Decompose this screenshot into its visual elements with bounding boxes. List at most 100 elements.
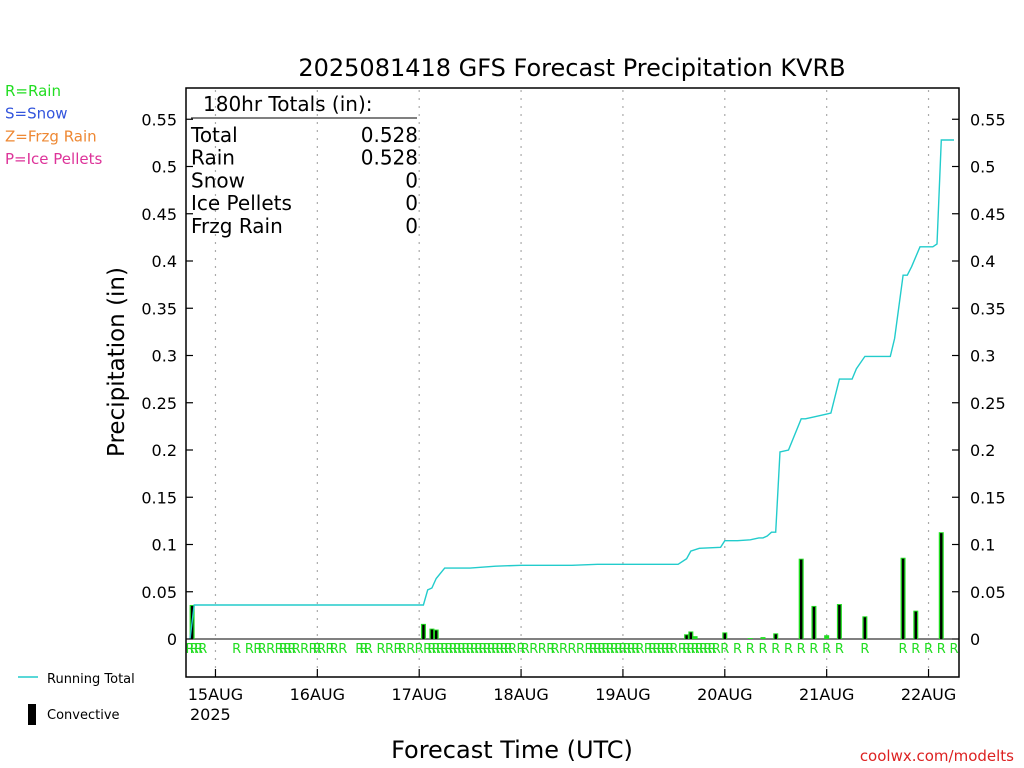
- x-tick-label-1: 16AUG: [290, 685, 345, 704]
- ptype-mark-12: R: [287, 642, 296, 657]
- ptype-mark-90: R: [733, 642, 742, 657]
- ptype-mark-68: R: [618, 642, 627, 657]
- y-tick-label-right-7: 0.35: [970, 299, 1006, 318]
- ptype-mark-57: R: [559, 642, 568, 657]
- x-tick-label-3: 18AUG: [493, 685, 548, 704]
- ptype-mark-63: R: [597, 642, 606, 657]
- ptype-mark-102: R: [924, 642, 933, 657]
- ptype-mark-61: R: [589, 642, 598, 657]
- ptype-mark-92: R: [758, 642, 767, 657]
- year-label: 2025: [190, 705, 231, 724]
- ptype-mark-2: R: [194, 642, 203, 657]
- ptype-mark-59: R: [576, 642, 585, 657]
- convective-bar-13: [914, 611, 917, 639]
- ptype-mark-0: R: [185, 642, 194, 657]
- ptype-mark-55: R: [546, 642, 555, 657]
- y-axis-right: 0 0.05 0.1 0.15 0.2 0.25 0.3 0.35 0.4 0.45 0.5 0.55: [952, 110, 1006, 649]
- totals-label-4: Frzg Rain: [191, 214, 283, 238]
- ptype-mark-42: R: [474, 642, 483, 657]
- ptype-mark-98: R: [835, 642, 844, 657]
- y-tick-label-right-5: 0.25: [970, 394, 1006, 413]
- ptype-mark-14: R: [300, 642, 309, 657]
- ptype-mark-58: R: [567, 642, 576, 657]
- ptype-mark-8: R: [266, 642, 275, 657]
- ptype-mark-22: R: [359, 642, 368, 657]
- y-tick-label-right-2: 0.1: [970, 536, 995, 555]
- x-axis: 15AUG 16AUG 17AUG 18AUG 19AUG 20AUG 21AUG 22AUG: [188, 669, 956, 704]
- ptype-legend-item-0: R=Rain: [5, 82, 61, 100]
- convective-bar-9: [812, 606, 816, 639]
- ptype-mark-34: R: [440, 642, 449, 657]
- y-tick-label-right-11: 0.55: [970, 110, 1006, 129]
- y-tick-label-left-10: 0.5: [152, 158, 177, 177]
- y-tick-label-left-8: 0.4: [152, 252, 177, 271]
- ptype-mark-28: R: [406, 642, 415, 657]
- x-axis-label: Forecast Time (UTC): [391, 736, 633, 764]
- y-tick-label-left-9: 0.45: [141, 205, 177, 224]
- ptype-mark-71: R: [631, 642, 640, 657]
- ptype-mark-46: R: [491, 642, 500, 657]
- x-tick-label-7: 22AUG: [901, 685, 956, 704]
- ptype-legend-item-3: P=Ice Pellets: [5, 150, 102, 168]
- totals-header: 180hr Totals (in):: [203, 92, 373, 116]
- ptype-mark-3: R: [198, 642, 207, 657]
- y-tick-label-left-11: 0.55: [141, 110, 177, 129]
- convective-bar-3: [434, 630, 438, 639]
- convective-bar-2: [430, 629, 434, 639]
- x-tick-label-0: 15AUG: [188, 685, 243, 704]
- convective-bar-12: [901, 558, 905, 639]
- ptype-mark-76: R: [657, 642, 666, 657]
- ptype-mark-60: R: [584, 642, 593, 657]
- y-tick-label-right-1: 0.05: [970, 583, 1006, 602]
- totals-value-2: 0: [405, 168, 418, 192]
- ptype-mark-56: R: [550, 642, 559, 657]
- ptype-mark-101: R: [911, 642, 920, 657]
- ptype-mark-21: R: [355, 642, 364, 657]
- ptype-mark-78: R: [665, 642, 674, 657]
- legend-label-1: Convective: [47, 708, 120, 723]
- series-legend: Running Total Convective: [18, 672, 135, 725]
- ptype-mark-29: R: [415, 642, 424, 657]
- ptype-mark-97: R: [822, 642, 831, 657]
- y-tick-label-right-4: 0.2: [970, 441, 995, 460]
- ptype-mark-36: R: [449, 642, 458, 657]
- grid-lines: [186, 90, 959, 675]
- y-tick-label-right-10: 0.5: [970, 158, 995, 177]
- ptype-mark-5: R: [245, 642, 254, 657]
- plot-frame: [185, 87, 960, 678]
- ptype-mark-88: R: [712, 642, 721, 657]
- ptype-mark-20: R: [338, 642, 347, 657]
- totals-box: 180hr Totals (in): Total 0.528 Rain 0.528 Sn…: [190, 92, 418, 238]
- ptype-mark-4: R: [232, 642, 241, 657]
- ptype-mark-83: R: [691, 642, 700, 657]
- ptype-mark-40: R: [466, 642, 475, 657]
- ptype-mark-72: R: [635, 642, 644, 657]
- totals-value-3: 0: [405, 191, 418, 215]
- ptype-legend-item-1: S=Snow: [5, 105, 68, 123]
- ptype-mark-104: R: [949, 642, 958, 657]
- ptype-mark-17: R: [317, 642, 326, 657]
- y-tick-label-right-9: 0.45: [970, 205, 1006, 224]
- ptype-mark-51: R: [517, 642, 526, 657]
- precip-bar-13: [824, 635, 830, 639]
- ptype-mark-35: R: [444, 642, 453, 657]
- y-tick-label-left-0: 0: [167, 630, 177, 649]
- ptype-legend: R=Rain S=Snow Z=Frzg Rain P=Ice Pellets: [5, 82, 102, 168]
- ptype-mark-31: R: [427, 642, 436, 657]
- ptype-mark-43: R: [478, 642, 487, 657]
- ptype-mark-37: R: [453, 642, 462, 657]
- ptype-mark-33: R: [436, 642, 445, 657]
- ptype-legend-item-2: Z=Frzg Rain: [5, 127, 97, 145]
- x-tick-label-6: 21AUG: [799, 685, 854, 704]
- ptype-mark-41: R: [470, 642, 479, 657]
- ptype-mark-16: R: [313, 642, 322, 657]
- ptype-mark-44: R: [483, 642, 492, 657]
- ptype-mark-70: R: [627, 642, 636, 657]
- ptype-mark-79: R: [669, 642, 678, 657]
- convective-bars: [190, 533, 943, 639]
- ptype-mark-86: R: [703, 642, 712, 657]
- convective-bar-10: [838, 604, 841, 639]
- y-tick-label-left-4: 0.2: [152, 441, 177, 460]
